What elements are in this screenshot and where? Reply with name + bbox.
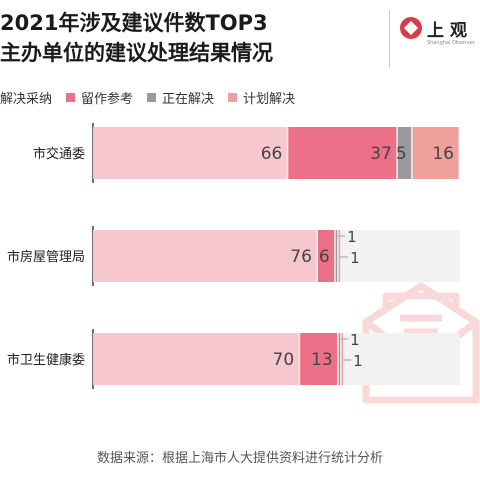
data-source: 数据来源：根据上海市人大提供资料进行统计分析 bbox=[96, 451, 383, 466]
bar-segment bbox=[341, 333, 344, 385]
category-label: 市交通委 bbox=[33, 146, 85, 162]
header-divider bbox=[389, 10, 390, 68]
bar-segment bbox=[338, 333, 341, 385]
chart-title: 2021年涉及建议件数TOP3 主办单位的建议处理结果情况 bbox=[0, 8, 380, 68]
logo-text: 上观 bbox=[427, 21, 473, 41]
data-label: 76 bbox=[290, 247, 312, 267]
logo-icon bbox=[400, 17, 422, 39]
bar-segment bbox=[288, 127, 397, 179]
data-label: 13 bbox=[311, 350, 333, 370]
bar-segment bbox=[300, 333, 338, 385]
chart-legend: 解决采纳 留作参考 正在解决 计划解决 bbox=[0, 88, 309, 107]
bar-segment bbox=[93, 127, 287, 179]
shangguan-logo: 上观 Shanghai Observer bbox=[400, 14, 478, 54]
data-label: 16 bbox=[432, 144, 454, 164]
data-label: 5 bbox=[396, 144, 407, 164]
title-line-1: 2021年涉及建议件数TOP3 bbox=[0, 11, 268, 35]
bar-segment bbox=[317, 230, 335, 282]
bar-segment bbox=[335, 230, 338, 282]
legend-label: 计划解决 bbox=[243, 91, 296, 107]
legend-swatch bbox=[228, 92, 238, 102]
title-line-2: 主办单位的建议处理结果情况 bbox=[0, 41, 273, 65]
data-label: 70 bbox=[273, 350, 295, 370]
bar-segment bbox=[93, 333, 299, 385]
legend-label: 解决采纳 bbox=[0, 91, 53, 107]
data-label: 66 bbox=[261, 144, 283, 164]
legend-label: 正在解决 bbox=[162, 91, 215, 107]
legend-swatch bbox=[147, 92, 157, 102]
category-label: 市卫生健康委 bbox=[7, 352, 85, 368]
data-label: 1 bbox=[350, 331, 360, 349]
logo-subtext: Shanghai Observer bbox=[427, 40, 475, 46]
data-label: 37 bbox=[370, 144, 392, 164]
legend-item: 解决采纳 bbox=[0, 88, 52, 107]
data-label: 1 bbox=[350, 249, 360, 267]
category-label: 市房屋管理局 bbox=[7, 249, 85, 265]
data-label: 1 bbox=[353, 352, 363, 370]
legend-item: 正在解决 bbox=[147, 88, 214, 107]
bar-segment bbox=[397, 127, 412, 179]
legend-item: 留作参考 bbox=[66, 88, 133, 107]
bar-segment bbox=[338, 230, 341, 282]
legend-swatch bbox=[66, 92, 76, 102]
data-label: 6 bbox=[319, 247, 330, 267]
data-label: 1 bbox=[347, 228, 357, 246]
legend-label: 留作参考 bbox=[81, 91, 134, 107]
bar-segment bbox=[412, 127, 459, 179]
legend-item: 计划解决 bbox=[228, 88, 295, 107]
bar-segment bbox=[93, 230, 317, 282]
